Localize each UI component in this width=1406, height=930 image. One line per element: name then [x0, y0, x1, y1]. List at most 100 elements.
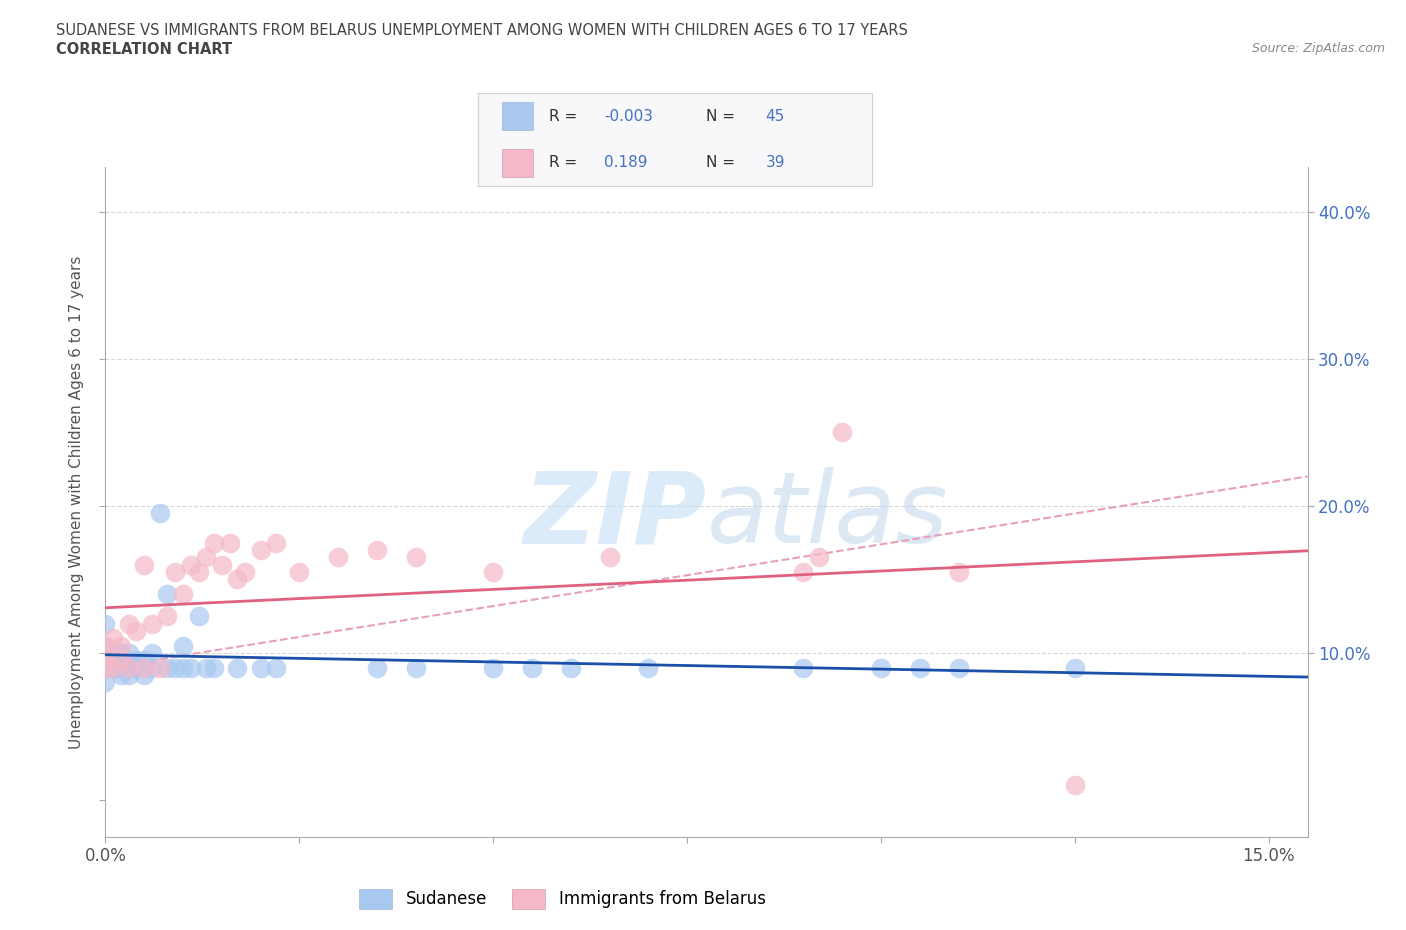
Point — [366, 660, 388, 675]
Point — [165, 565, 187, 579]
Point — [110, 653, 132, 668]
FancyBboxPatch shape — [502, 102, 533, 130]
Point — [807, 550, 830, 565]
Text: 39: 39 — [765, 155, 785, 170]
Point — [264, 536, 287, 551]
Point — [172, 638, 194, 653]
Point — [226, 572, 249, 587]
Point — [156, 660, 179, 675]
Point — [792, 565, 814, 579]
Point — [110, 668, 132, 683]
Text: CORRELATION CHART: CORRELATION CHART — [56, 42, 232, 57]
Point — [405, 660, 427, 675]
Point — [103, 631, 125, 645]
Point — [118, 668, 141, 683]
Point — [103, 645, 125, 660]
Point — [134, 653, 156, 668]
Point — [94, 653, 117, 668]
Point — [141, 645, 163, 660]
Point — [195, 550, 218, 565]
Text: 0.189: 0.189 — [605, 155, 648, 170]
Point — [180, 660, 202, 675]
Text: atlas: atlas — [707, 467, 948, 565]
Text: R =: R = — [548, 155, 582, 170]
Point — [249, 542, 271, 557]
Point — [218, 536, 240, 551]
Point — [482, 565, 505, 579]
Text: 45: 45 — [765, 109, 785, 124]
Point — [134, 557, 156, 572]
Point — [1064, 778, 1087, 793]
Point — [326, 550, 349, 565]
Point — [94, 660, 117, 675]
Point — [94, 675, 117, 690]
Point — [103, 653, 125, 668]
Text: N =: N = — [706, 155, 740, 170]
Point — [125, 623, 148, 638]
Point — [226, 660, 249, 675]
Point — [103, 660, 125, 675]
Point — [792, 660, 814, 675]
Point — [202, 660, 225, 675]
Point — [948, 660, 970, 675]
FancyBboxPatch shape — [502, 149, 533, 177]
Point — [149, 506, 172, 521]
Point — [172, 660, 194, 675]
Point — [195, 660, 218, 675]
Point — [211, 557, 233, 572]
Point — [482, 660, 505, 675]
Point — [202, 536, 225, 551]
Point — [165, 660, 187, 675]
Point — [156, 609, 179, 624]
Point — [149, 660, 172, 675]
Point — [134, 668, 156, 683]
Point — [125, 653, 148, 668]
Point — [187, 609, 209, 624]
Text: -0.003: -0.003 — [605, 109, 652, 124]
Point — [94, 617, 117, 631]
Point — [187, 565, 209, 579]
Point — [94, 638, 117, 653]
Point — [637, 660, 659, 675]
Point — [94, 638, 117, 653]
Point — [118, 660, 141, 675]
Text: Source: ZipAtlas.com: Source: ZipAtlas.com — [1251, 42, 1385, 55]
Point — [1064, 660, 1087, 675]
Text: SUDANESE VS IMMIGRANTS FROM BELARUS UNEMPLOYMENT AMONG WOMEN WITH CHILDREN AGES : SUDANESE VS IMMIGRANTS FROM BELARUS UNEM… — [56, 23, 908, 38]
Point — [118, 617, 141, 631]
Text: N =: N = — [706, 109, 740, 124]
Point — [118, 645, 141, 660]
Point — [94, 653, 117, 668]
Point — [103, 660, 125, 675]
Point — [134, 660, 156, 675]
Point — [288, 565, 311, 579]
Text: ZIP: ZIP — [523, 467, 707, 565]
Point — [948, 565, 970, 579]
Point — [520, 660, 543, 675]
Point — [264, 660, 287, 675]
Point — [233, 565, 256, 579]
Point — [125, 660, 148, 675]
Point — [94, 660, 117, 675]
Point — [110, 638, 132, 653]
Point — [249, 660, 271, 675]
Point — [141, 660, 163, 675]
Point — [180, 557, 202, 572]
Point — [870, 660, 893, 675]
Point — [366, 542, 388, 557]
Point — [405, 550, 427, 565]
Point — [172, 587, 194, 602]
Point — [141, 617, 163, 631]
Point — [118, 660, 141, 675]
Point — [560, 660, 582, 675]
Point — [831, 425, 853, 440]
Legend: Sudanese, Immigrants from Belarus: Sudanese, Immigrants from Belarus — [353, 882, 772, 916]
Point — [94, 645, 117, 660]
Point — [94, 645, 117, 660]
Point — [599, 550, 621, 565]
Point — [110, 645, 132, 660]
Text: R =: R = — [548, 109, 582, 124]
Point — [156, 587, 179, 602]
Y-axis label: Unemployment Among Women with Children Ages 6 to 17 years: Unemployment Among Women with Children A… — [69, 256, 84, 749]
Point — [908, 660, 931, 675]
